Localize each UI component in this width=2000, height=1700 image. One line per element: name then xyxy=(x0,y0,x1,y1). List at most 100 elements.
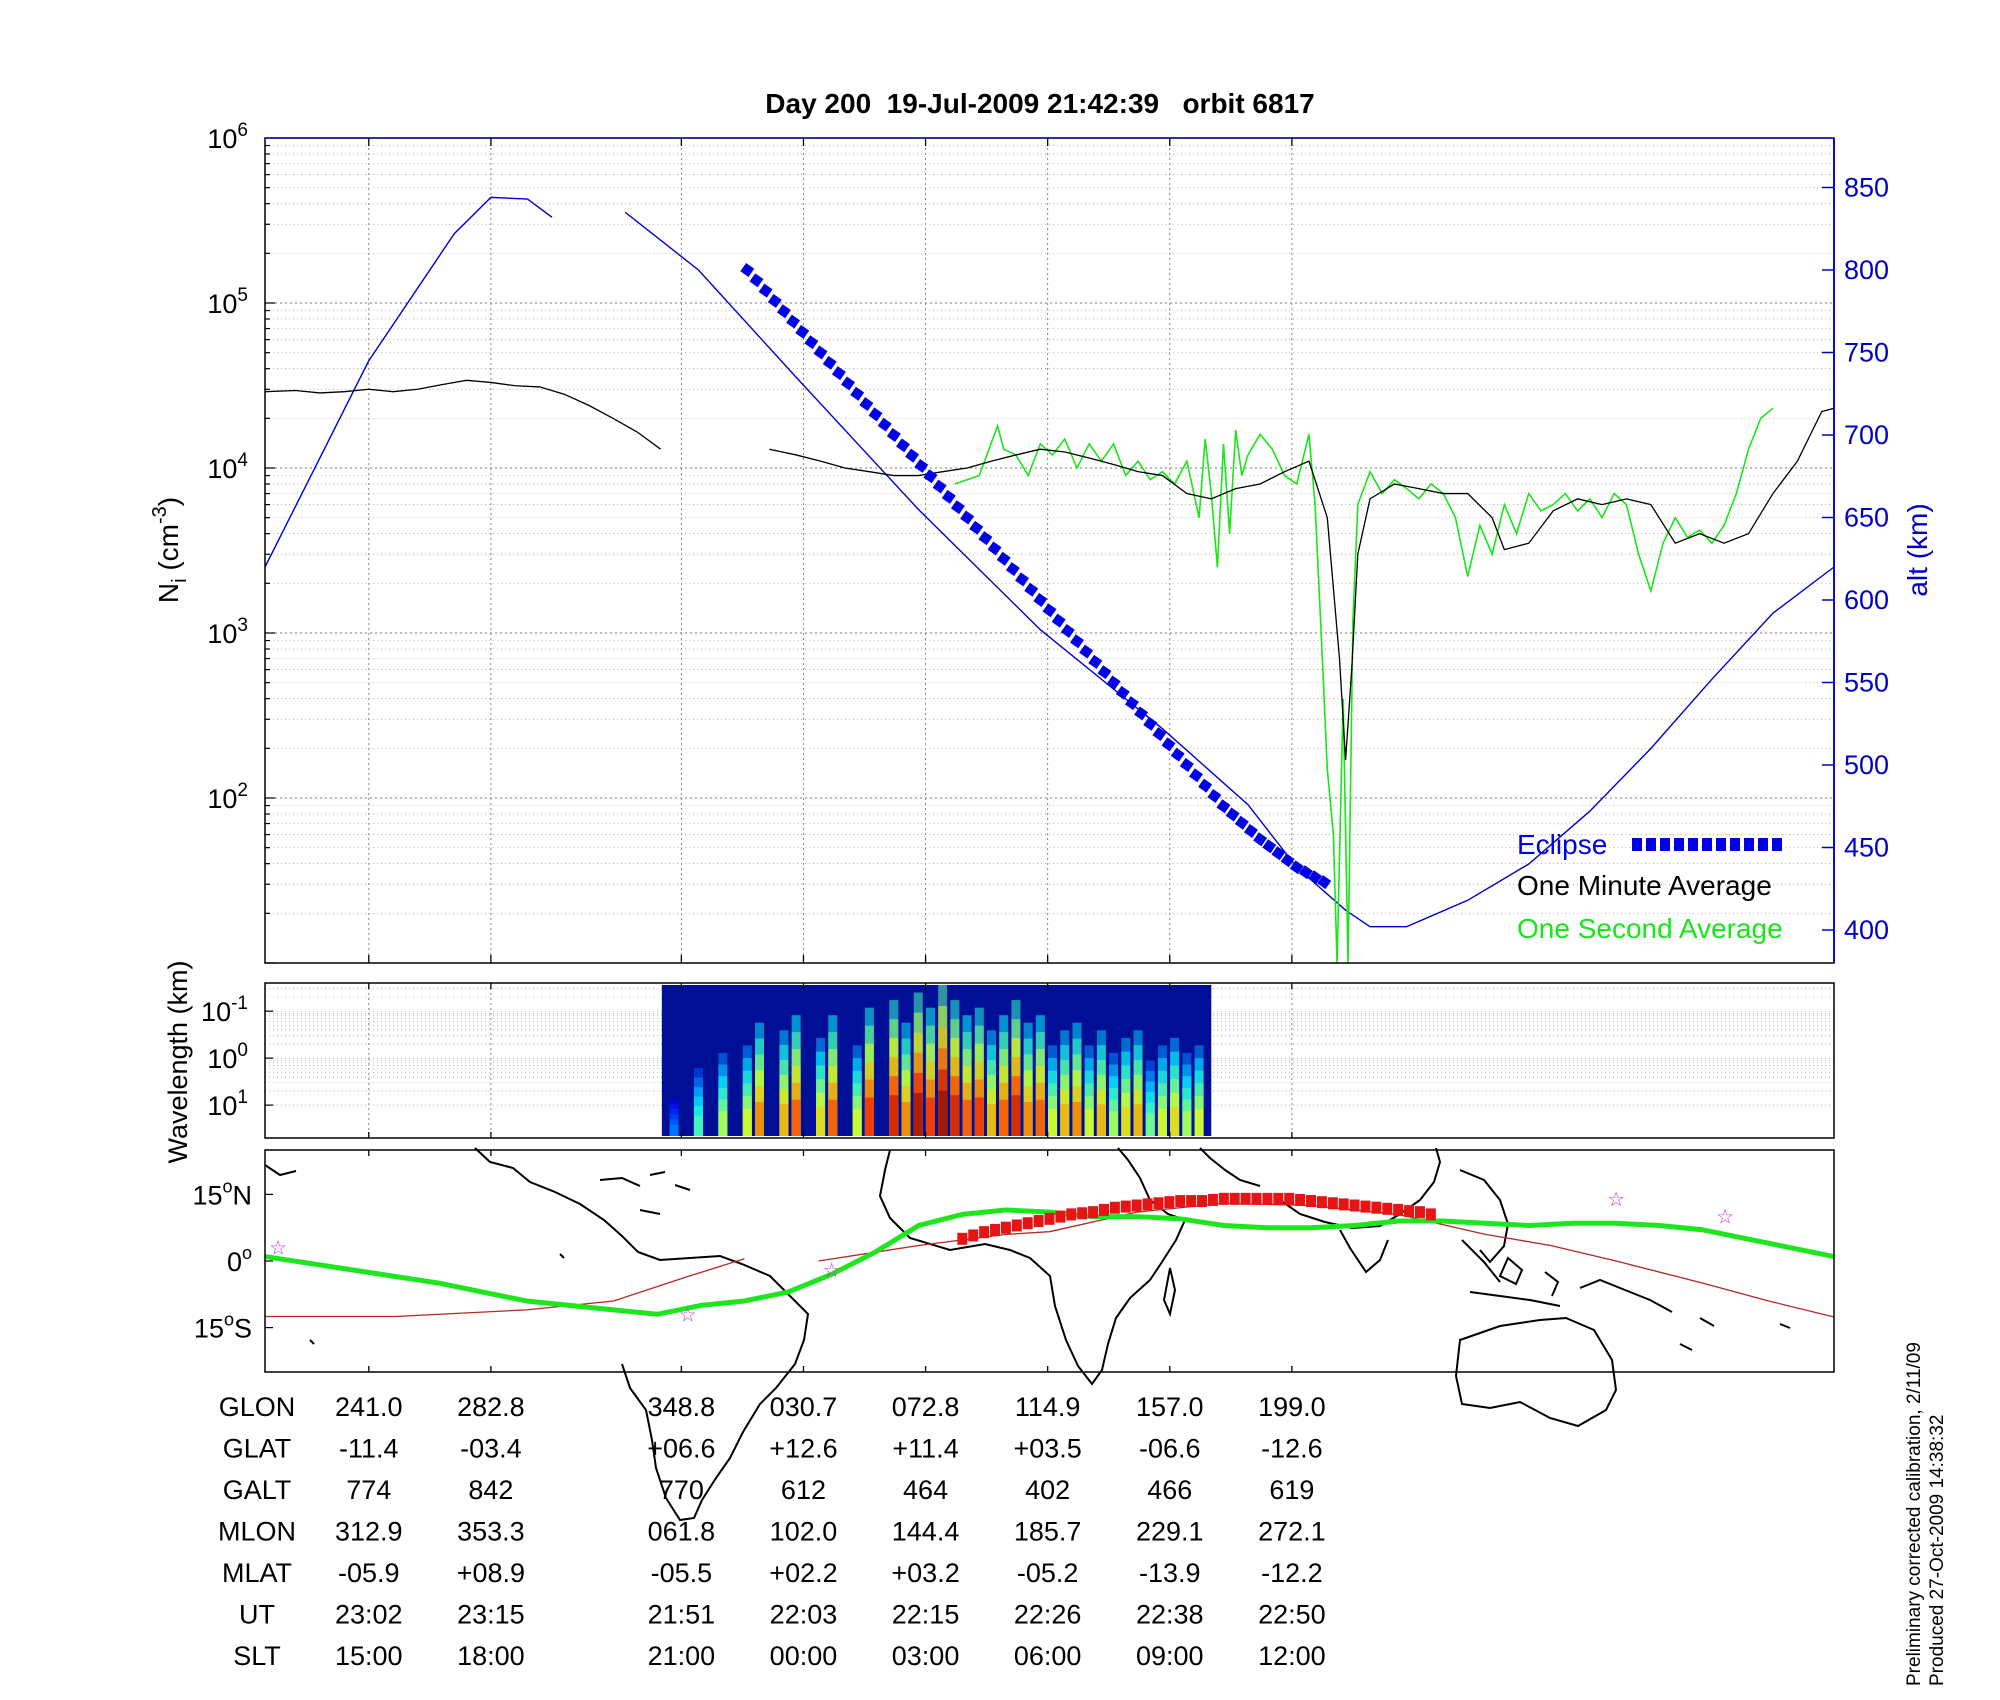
eclipse-track-marker xyxy=(1022,1217,1033,1230)
table-cell: 353.3 xyxy=(457,1517,525,1547)
eclipse-marker xyxy=(1015,572,1029,587)
spectrogram-background xyxy=(661,985,1212,1136)
table-cell: +11.4 xyxy=(892,1434,958,1464)
spectrogram-column xyxy=(962,1099,972,1136)
table-cell: 22:03 xyxy=(770,1600,838,1630)
eclipse-track-marker xyxy=(1164,1196,1175,1209)
coast-north-america xyxy=(264,1147,639,1253)
altitude-tick-label: 500 xyxy=(1844,750,1889,780)
eclipse-track-marker xyxy=(1360,1200,1371,1213)
eclipse-marker xyxy=(1097,665,1112,680)
eclipse-track-marker xyxy=(1186,1195,1197,1208)
table-row-header: UT xyxy=(239,1600,275,1630)
eclipse-track-marker xyxy=(979,1226,990,1239)
eclipse-marker xyxy=(914,458,929,473)
spectrogram-column xyxy=(925,1097,935,1136)
table-cell: 072.8 xyxy=(892,1392,960,1422)
eclipse-marker xyxy=(1152,727,1167,742)
table-cell: 102.0 xyxy=(770,1517,838,1547)
table-cell: -06.6 xyxy=(1139,1434,1201,1464)
eclipse-track-marker xyxy=(1011,1219,1022,1232)
table-cell: 157.0 xyxy=(1136,1392,1204,1422)
table-cell: 22:26 xyxy=(1014,1600,1082,1630)
spectrogram-column xyxy=(1060,1104,1070,1136)
eclipse-track-marker xyxy=(1000,1221,1011,1234)
table-row-header: GLON xyxy=(219,1392,296,1422)
map-panel: ☆ ☆ ☆ ☆ ☆ 15oN 0o 15oS xyxy=(192,1147,1835,1522)
eclipse-marker xyxy=(740,263,755,277)
eclipse-track-marker xyxy=(1251,1192,1262,1205)
legend-eclipse-mark xyxy=(1632,838,1642,851)
eclipse-track-marker xyxy=(1109,1201,1120,1214)
legend-eclipse-swatch xyxy=(1632,838,1782,851)
table-cell: -13.9 xyxy=(1139,1558,1201,1588)
legend-one-second-label: One Second Average xyxy=(1517,913,1783,944)
eclipse-marker xyxy=(969,520,984,535)
table-cell: 842 xyxy=(468,1475,513,1505)
eclipse-marker xyxy=(1161,737,1176,752)
altitude-tick-label: 600 xyxy=(1844,585,1889,615)
eclipse-marker xyxy=(1005,562,1020,577)
table-cell: 185.7 xyxy=(1014,1517,1082,1547)
eclipse-marker xyxy=(978,531,993,546)
coast-pacific-islands xyxy=(309,1253,1791,1351)
spectrogram-column xyxy=(718,1111,728,1136)
latitude-tick-label: 0o xyxy=(227,1243,252,1277)
calibration-note: Preliminary corrected calibration, 2/11/… xyxy=(1904,1342,1925,1686)
eclipse-marker xyxy=(1143,716,1158,731)
eclipse-marker xyxy=(1179,758,1194,772)
table-cell: 312.9 xyxy=(335,1517,403,1547)
eclipse-marker xyxy=(1289,860,1304,875)
star-marker: ☆ xyxy=(823,1260,841,1282)
eclipse-track-marker xyxy=(990,1223,1001,1236)
eclipse-marker xyxy=(1079,644,1094,659)
eclipse-track-marker xyxy=(1306,1195,1316,1208)
eclipse-marker xyxy=(905,448,920,463)
eclipse-track-marker xyxy=(1393,1203,1404,1216)
spectrogram-column xyxy=(1023,1102,1033,1136)
eclipse-marker xyxy=(1198,778,1213,793)
spectrogram-column xyxy=(889,1095,899,1136)
eclipse-marker xyxy=(1225,807,1240,822)
table-cell: 030.7 xyxy=(770,1392,838,1422)
table-cell: 272.1 xyxy=(1258,1517,1326,1547)
table-cell: 22:15 xyxy=(892,1600,960,1630)
spectrogram-column xyxy=(938,1090,948,1136)
eclipse-marker xyxy=(749,273,764,288)
density-tick-label: 102 xyxy=(207,780,248,814)
star-marker: ☆ xyxy=(1607,1189,1625,1211)
coast-africa xyxy=(878,1147,1187,1386)
table-cell: 612 xyxy=(781,1475,826,1505)
density-tick-label: 106 xyxy=(207,120,248,154)
spectrogram-column xyxy=(742,1108,752,1136)
eclipse-track-marker xyxy=(1327,1197,1338,1210)
spectrogram-column xyxy=(1096,1104,1106,1136)
table-cell: -03.4 xyxy=(460,1434,522,1464)
spectrogram-column xyxy=(1109,1111,1119,1136)
legend-eclipse-mark xyxy=(1758,838,1768,851)
table-cell: 12:00 xyxy=(1258,1641,1326,1671)
eclipse-marker xyxy=(960,510,975,525)
eclipse-track-marker xyxy=(1295,1193,1306,1206)
eclipse-marker xyxy=(1308,870,1323,885)
spectrogram-column xyxy=(779,1104,789,1136)
eclipse-marker xyxy=(868,407,883,422)
spectrogram-column xyxy=(816,1106,826,1136)
legend-eclipse-mark xyxy=(1716,838,1726,851)
table-cell: 199.0 xyxy=(1258,1392,1326,1422)
eclipse-track-marker xyxy=(1218,1192,1229,1205)
table-cell: -11.4 xyxy=(339,1434,399,1464)
eclipse-track-marker xyxy=(1425,1208,1436,1221)
eclipse-marker xyxy=(776,304,791,319)
eclipse-marker xyxy=(1070,634,1084,649)
spectrogram-column xyxy=(852,1108,862,1136)
table-cell: 00:00 xyxy=(770,1641,838,1671)
altitude-tick-label: 800 xyxy=(1844,255,1889,285)
eclipse-marker xyxy=(923,469,938,484)
eclipse-track-marker xyxy=(1142,1198,1153,1211)
eclipse-track-marker xyxy=(1414,1206,1425,1219)
table-cell: +03.5 xyxy=(1014,1434,1082,1464)
legend-eclipse-label: Eclipse xyxy=(1517,829,1607,860)
table-cell: 22:50 xyxy=(1258,1600,1326,1630)
